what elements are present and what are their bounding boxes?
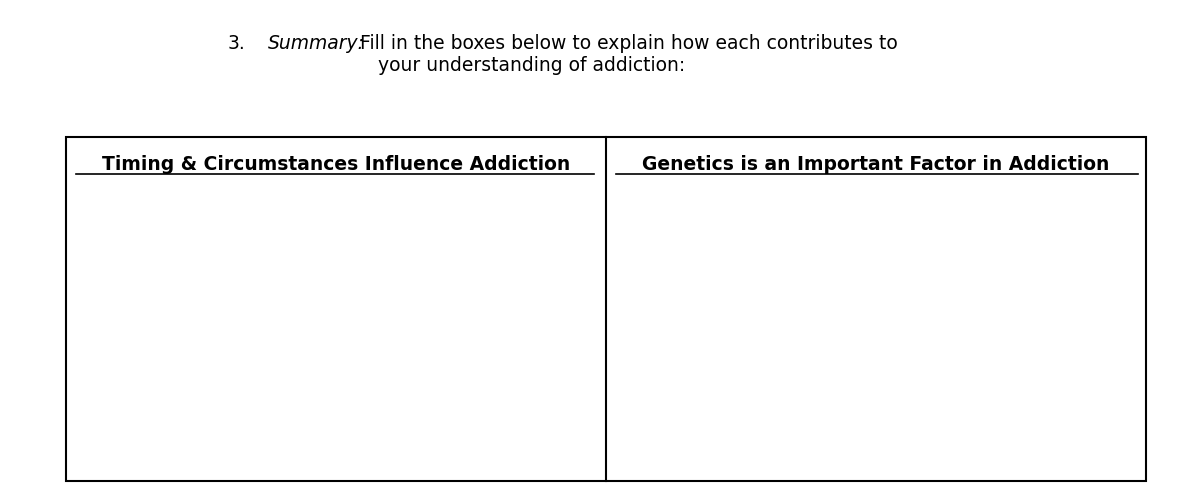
Text: Timing & Circumstances Influence Addiction: Timing & Circumstances Influence Addicti… [102,155,570,174]
FancyBboxPatch shape [66,137,1146,481]
Text: 3.: 3. [228,34,246,54]
Text: Summary:: Summary: [268,34,365,54]
Text: Genetics is an Important Factor in Addiction: Genetics is an Important Factor in Addic… [642,155,1110,174]
Text: Fill in the boxes below to explain how each contributes to
    your understandin: Fill in the boxes below to explain how e… [354,34,898,76]
